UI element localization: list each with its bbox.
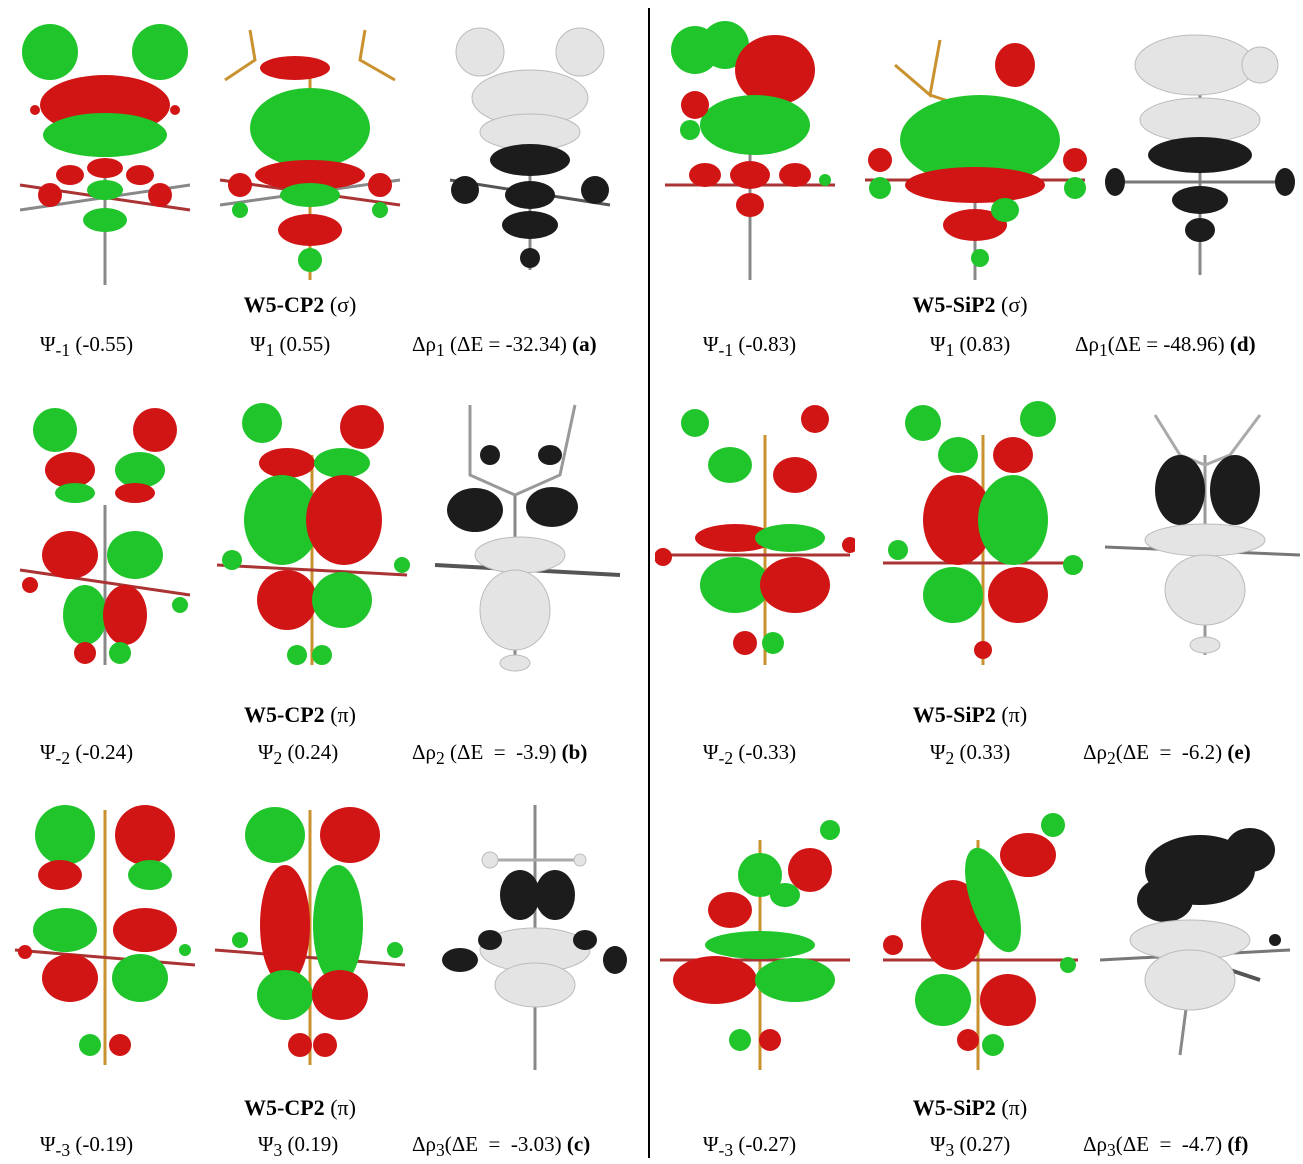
density-drho2-sip2 (1100, 395, 1300, 670)
caption-psi-1-cp2: Ψ1 (0.55) (250, 332, 331, 361)
caption-psi-minus3-sip2: Ψ-3 (-0.27) (703, 1132, 797, 1161)
orbital-psi-2-sip2 (878, 395, 1088, 670)
caption-psi-minus3-cp2: Ψ-3 (-0.19) (40, 1132, 134, 1161)
orbital-psi-minus3-sip2 (655, 800, 855, 1080)
orbital-psi-minus2-sip2 (655, 395, 855, 670)
caption-drho3-sip2: Δρ3(ΔE = -4.7) (f) (1083, 1132, 1249, 1161)
caption-psi-minus1-sip2: Ψ-1 (-0.83) (703, 332, 797, 361)
density-drho1-cp2 (430, 10, 630, 285)
row3-right-title: W5-SiP2 (π) (912, 1095, 1028, 1120)
row2-right-title: W5-SiP2 (π) (912, 702, 1028, 727)
column-divider (648, 8, 650, 1158)
density-drho3-cp2 (430, 800, 630, 1075)
orbital-psi-minus2-cp2 (15, 395, 195, 670)
caption-drho2-cp2: Δρ2 (ΔE = -3.9) (b) (412, 740, 588, 769)
caption-psi-3-sip2: Ψ3 (0.27) (930, 1132, 1011, 1161)
orbital-psi-minus1-cp2 (10, 10, 200, 285)
caption-drho1-sip2: Δρ1(ΔE = -48.96) (d) (1075, 332, 1256, 361)
row1-right-title: W5-SiP2 (σ) (912, 292, 1028, 317)
caption-psi-2-cp2: Ψ2 (0.24) (258, 740, 339, 769)
orbital-psi-1-cp2 (210, 10, 410, 285)
row1-left-title: W5-CP2 (σ) (243, 292, 357, 317)
orbital-psi-minus3-cp2 (10, 800, 200, 1075)
caption-drho3-cp2: Δρ3(ΔE = -3.03) (c) (412, 1132, 591, 1161)
caption-psi-minus2-cp2: Ψ-2 (-0.24) (40, 740, 134, 769)
caption-psi-minus2-sip2: Ψ-2 (-0.33) (703, 740, 797, 769)
caption-psi-2-sip2: Ψ2 (0.33) (930, 740, 1011, 769)
density-drho1-sip2 (1100, 10, 1300, 285)
orbital-psi-2-cp2 (212, 395, 412, 670)
caption-psi-3-cp2: Ψ3 (0.19) (258, 1132, 339, 1161)
density-drho3-sip2 (1100, 800, 1300, 1070)
caption-psi-minus1-cp2: Ψ-1 (-0.55) (40, 332, 134, 361)
orbital-psi-minus1-sip2 (655, 10, 845, 285)
density-drho2-cp2 (430, 395, 630, 680)
row2-left-title: W5-CP2 (π) (244, 702, 356, 727)
orbital-psi-3-cp2 (210, 800, 410, 1075)
caption-psi-1-sip2: Ψ1 (0.83) (930, 332, 1011, 361)
caption-drho2-sip2: Δρ2(ΔE = -6.2) (e) (1083, 740, 1251, 769)
orbital-psi-1-sip2 (855, 10, 1095, 285)
row3-left-title: W5-CP2 (π) (244, 1095, 356, 1120)
caption-drho1-cp2: Δρ1 (ΔE = -32.34) (a) (412, 332, 597, 361)
orbital-psi-3-sip2 (878, 800, 1088, 1080)
